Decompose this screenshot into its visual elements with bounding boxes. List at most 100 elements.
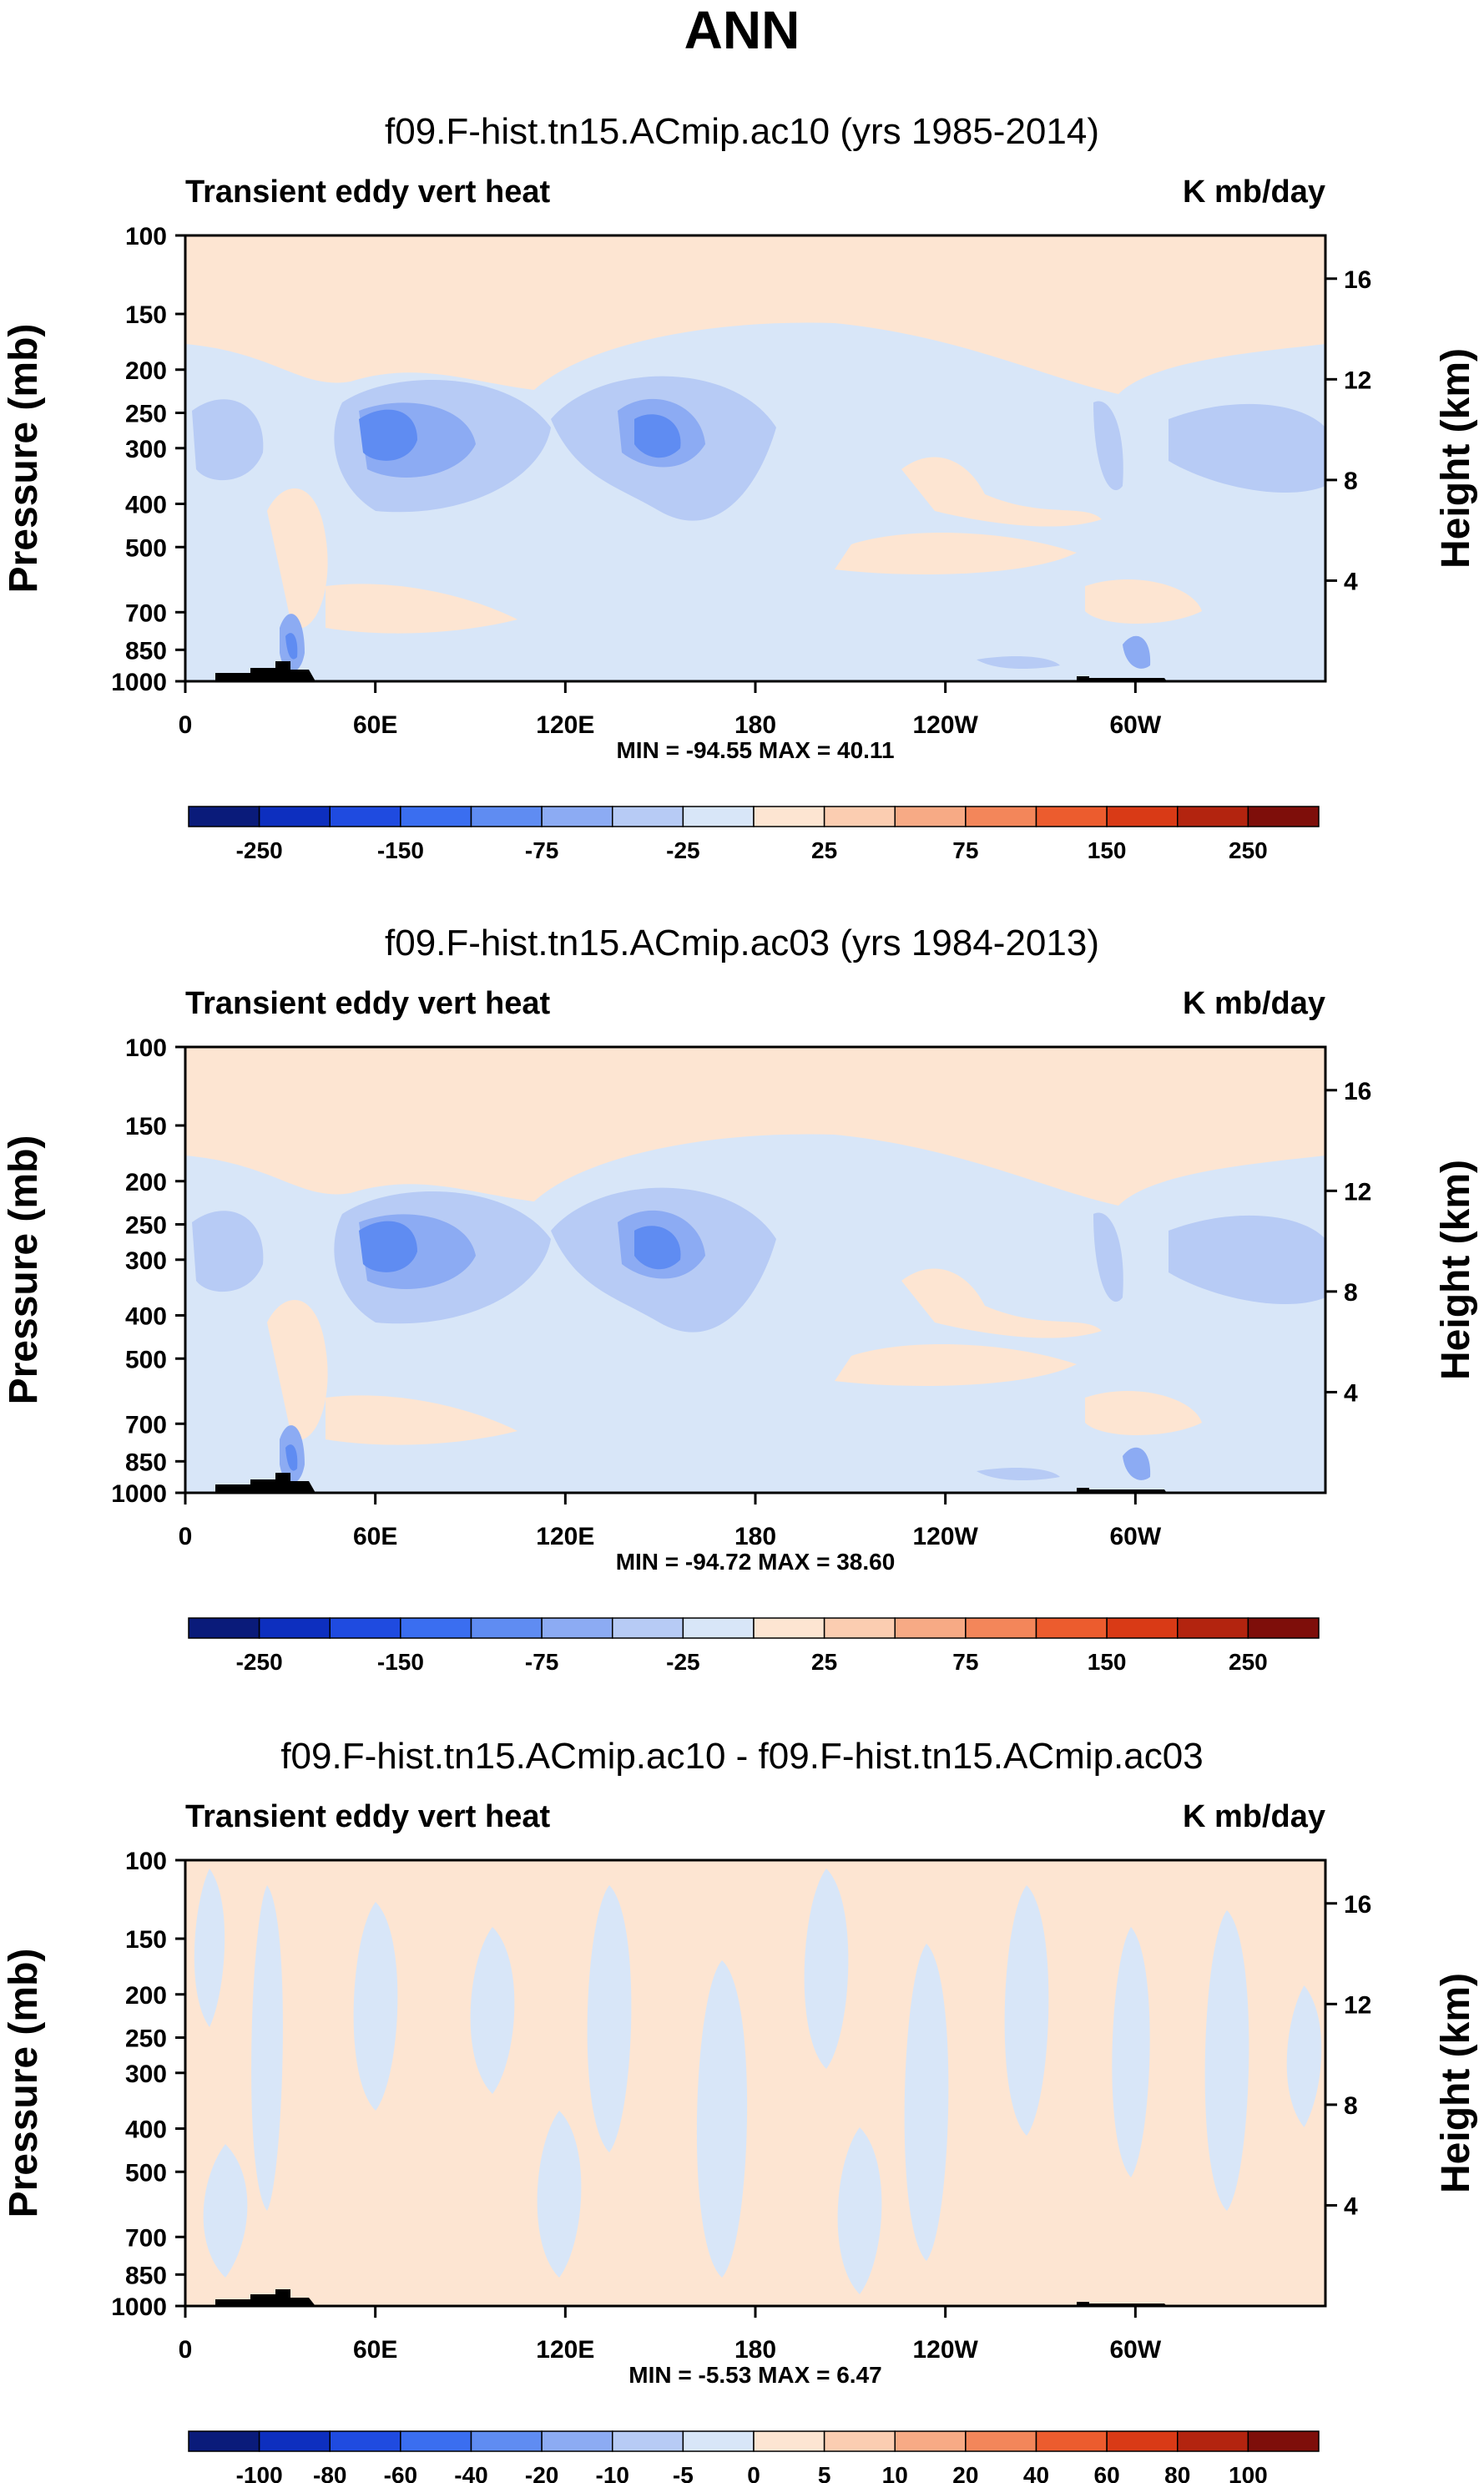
negative-lobe <box>804 1869 849 2069</box>
topography <box>215 2289 315 2306</box>
colorbar-swatch <box>823 2430 896 2452</box>
colorbar-swatch <box>965 2430 1037 2452</box>
height-tick-label: 16 <box>1344 1891 1371 1919</box>
x-tick-label: 60W <box>1109 1523 1161 1550</box>
pressure-tick-label: 1000 <box>111 669 167 696</box>
positive-lobe <box>326 584 517 634</box>
colorbar-swatch <box>541 2430 613 2452</box>
positive-lobe <box>901 1268 1102 1338</box>
colorbar-swatch <box>1106 2430 1179 2452</box>
colorbar-swatch <box>1035 806 1108 827</box>
colorbar-swatch <box>329 806 401 827</box>
colorbar-label: 75 <box>952 1649 978 1675</box>
colorbar-swatch <box>470 2430 543 2452</box>
pressure-tick-label: 250 <box>125 1212 167 1240</box>
pressure-tick-label: 100 <box>125 1034 167 1062</box>
height-tick-label: 16 <box>1344 266 1371 294</box>
colorbar-swatch <box>258 2430 331 2452</box>
colorbar-swatch <box>1106 806 1179 827</box>
colorbar-label: 20 <box>952 2462 978 2483</box>
colorbar: -250 -150 -75 -25 25 75 150 250 <box>188 1617 1320 1675</box>
stratosphere-positive <box>185 1047 1325 1206</box>
colorbar-label: -40 <box>454 2462 487 2483</box>
colorbar-swatch <box>188 1617 260 1639</box>
min-max-label: MIN = -94.55 MAX = 40.11 <box>616 737 894 763</box>
stratosphere-positive <box>185 235 1325 394</box>
colorbar-label: 40 <box>1023 2462 1049 2483</box>
pressure-tick-label: 200 <box>125 1169 167 1196</box>
negative-lobe <box>203 2144 248 2278</box>
x-tick-label: 0 <box>179 2336 193 2364</box>
colorbar-swatch <box>753 806 825 827</box>
negative-lobe <box>470 1927 515 2094</box>
colorbar-label: 150 <box>1088 837 1127 863</box>
figure-title: ANN <box>684 0 800 60</box>
panel-left-label: Transient eddy vert heat <box>185 986 550 1021</box>
x-tick-label: 60W <box>1109 711 1161 739</box>
height-tick-label: 8 <box>1344 468 1358 495</box>
pressure-tick-label: 850 <box>125 1449 167 1476</box>
negative-core <box>192 1211 264 1292</box>
colorbar-swatch <box>612 2430 684 2452</box>
height-tick-label: 12 <box>1344 367 1371 394</box>
positive-lobe <box>267 488 328 630</box>
pressure-tick-label: 500 <box>125 1346 167 1373</box>
positive-spot <box>427 843 441 900</box>
pressure-tick-label: 500 <box>125 2159 167 2187</box>
pressure-tick-label: 400 <box>125 1303 167 1331</box>
colorbar-swatch <box>1035 2430 1108 2452</box>
colorbar-label: 25 <box>811 837 837 863</box>
colorbar-label: 25 <box>811 1649 837 1675</box>
colorbar-swatch <box>1247 2430 1320 2452</box>
pressure-tick-label: 250 <box>125 2025 167 2053</box>
x-tick-label: 180 <box>734 711 776 739</box>
pressure-tick-label: 300 <box>125 436 167 463</box>
colorbar-label: 60 <box>1094 2462 1120 2483</box>
height-tick-label: 8 <box>1344 2092 1358 2120</box>
colorbar-swatch <box>400 2430 472 2452</box>
positive-lobe <box>326 1395 517 1445</box>
height-axis-title: Height (km) <box>1434 348 1478 569</box>
colorbar-swatch <box>400 806 472 827</box>
colorbar-swatch <box>823 1617 896 1639</box>
height-tick-label: 8 <box>1344 1279 1358 1307</box>
colorbar-label: -80 <box>313 2462 346 2483</box>
pressure-tick-label: 400 <box>125 492 167 519</box>
negative-core <box>634 1226 681 1270</box>
negative-core <box>1093 1212 1123 1302</box>
height-tick-label: 4 <box>1344 1379 1358 1407</box>
colorbar-swatch <box>682 2430 755 2452</box>
negative-core <box>359 409 417 461</box>
x-tick-label: 120W <box>912 1523 978 1550</box>
panel-1: f09.F-hist.tn15.ACmip.ac10 (yrs 1985-201… <box>2 111 1478 863</box>
pressure-tick-label: 150 <box>125 1113 167 1140</box>
negative-lobe <box>194 1869 225 2027</box>
colorbar-swatch <box>188 2430 260 2452</box>
negative-core <box>285 633 298 660</box>
negative-lobe <box>696 1960 748 2278</box>
positive-lobe <box>1085 579 1202 624</box>
negative-lobe <box>1112 1927 1150 2177</box>
colorbar-swatch <box>541 806 613 827</box>
height-tick-label: 12 <box>1344 1178 1371 1206</box>
colorbar-swatch <box>541 1617 613 1639</box>
x-tick-label: 0 <box>179 1523 193 1550</box>
colorbar-swatch <box>965 1617 1037 1639</box>
negative-core <box>1123 1447 1151 1480</box>
panel-left-label: Transient eddy vert heat <box>185 174 550 210</box>
panel-title: f09.F-hist.tn15.ACmip.ac10 - f09.F-hist.… <box>280 1736 1203 1777</box>
pressure-tick-label: 700 <box>125 2224 167 2252</box>
colorbar-swatch <box>894 806 967 827</box>
panels: f09.F-hist.tn15.ACmip.ac10 (yrs 1985-201… <box>2 111 1478 2483</box>
x-tick-label: 120E <box>536 711 594 739</box>
colorbar-label: -150 <box>377 1649 424 1675</box>
pressure-tick-label: 1000 <box>111 1480 167 1508</box>
panel-2: f09.F-hist.tn15.ACmip.ac03 (yrs 1984-201… <box>2 923 1478 1675</box>
colorbar-label: -75 <box>525 837 558 863</box>
panel-right-label: K mb/day <box>1183 1799 1325 1834</box>
colorbar-label: -10 <box>596 2462 629 2483</box>
colorbar-swatch <box>612 806 684 827</box>
negative-core <box>285 1444 298 1471</box>
colorbar: -100 -80 -60 -40 -20 -10 -5 0 5 10 20 40 60 80 100 <box>188 2430 1320 2483</box>
x-tick-label: 0 <box>179 711 193 739</box>
